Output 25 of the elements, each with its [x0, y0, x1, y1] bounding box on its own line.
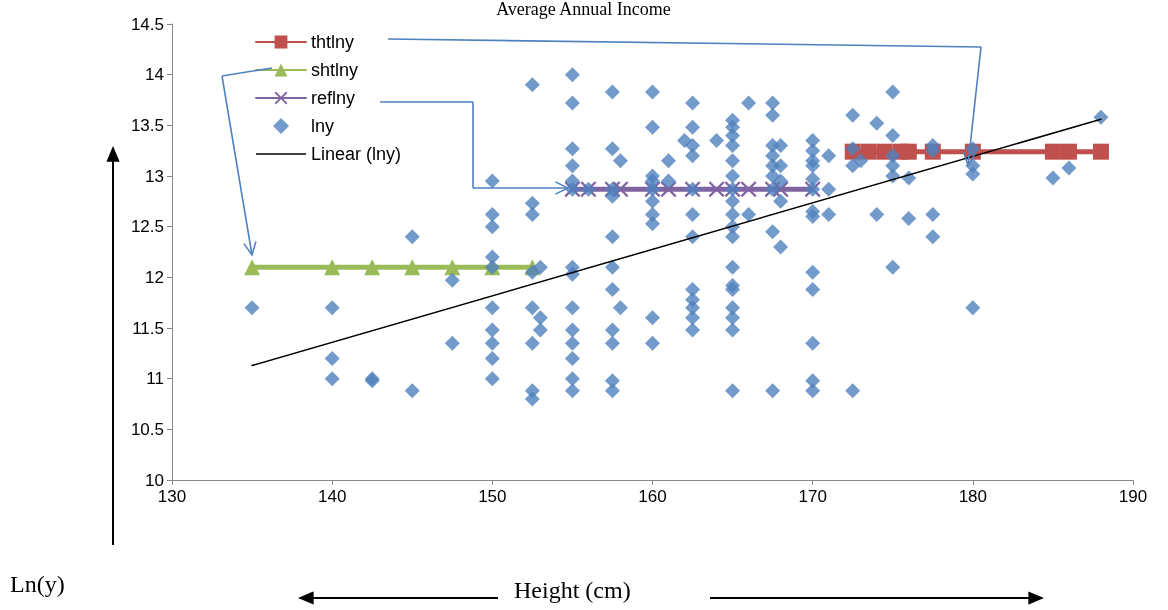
y-tick-label: 14.5 [130, 14, 164, 34]
y-tick-label: 10 [145, 470, 164, 490]
y-tick-label: 13 [145, 166, 164, 186]
y-tick-label: 11 [146, 369, 164, 389]
chart-title: Average Annual Income [496, 0, 671, 19]
x-tick-label: 150 [478, 487, 507, 506]
x-tick-label: 160 [638, 487, 667, 506]
x-tick-label: 130 [157, 487, 187, 506]
y-tick-label: 10.5 [130, 419, 164, 439]
legend-label: thtlny [311, 32, 355, 52]
x-axis-title: Height (cm) [514, 577, 631, 603]
y-tick-label: 14 [145, 65, 164, 85]
legend-label: reflny [311, 88, 356, 108]
x-tick-label: 170 [798, 487, 827, 506]
y-tick-label: 11.5 [132, 318, 164, 338]
y-tick-label: 13.5 [130, 115, 164, 135]
x-tick-label: 180 [958, 487, 988, 506]
y-axis-title: Ln(y) [10, 571, 65, 597]
legend-label: lny [311, 116, 335, 136]
legend-label: shtlny [311, 60, 359, 80]
y-tick-label: 12 [145, 267, 164, 287]
x-tick-label: 140 [317, 487, 347, 506]
legend-label: Linear (lny) [311, 144, 402, 164]
x-tick-label: 190 [1118, 487, 1148, 506]
y-tick-label: 12.5 [130, 217, 164, 237]
